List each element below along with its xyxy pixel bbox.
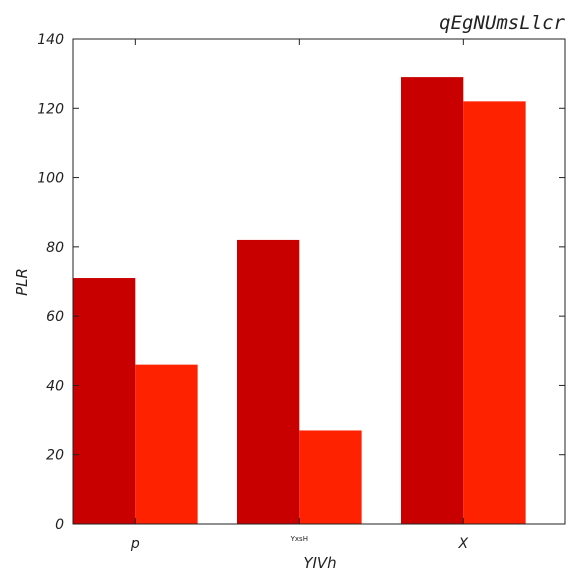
x-tick-label: YxsH [290, 535, 308, 543]
plot-frame [72, 38, 566, 525]
y-tick-label: 100 [37, 171, 64, 187]
y-tick-label: 140 [37, 32, 64, 48]
y-tick-label: 20 [46, 448, 64, 464]
y-tick-label: 60 [46, 309, 64, 325]
bar-2-X [463, 101, 526, 524]
x-axis-label: YIVh [303, 554, 336, 572]
bar-2-p [135, 364, 198, 524]
x-tick-label: X [458, 536, 469, 552]
y-tick-label: 120 [37, 101, 64, 117]
bar-1-YxsH [237, 239, 300, 524]
bar-1-p [73, 278, 136, 524]
y-tick-label: 80 [46, 240, 64, 256]
bars-group [73, 77, 526, 524]
bar-1-X [401, 77, 464, 524]
y-tick-label: 0 [55, 517, 64, 533]
ticks-group: p YxsH X 0 20 40 60 80 100 120 140 [37, 32, 565, 552]
x-tick-label: p [130, 536, 140, 552]
chart-title: qEgNUmsLlcr [439, 12, 565, 34]
y-axis-label: PLR [13, 268, 31, 296]
bar-2-YxsH [299, 430, 362, 524]
y-tick-label: 40 [46, 378, 64, 394]
